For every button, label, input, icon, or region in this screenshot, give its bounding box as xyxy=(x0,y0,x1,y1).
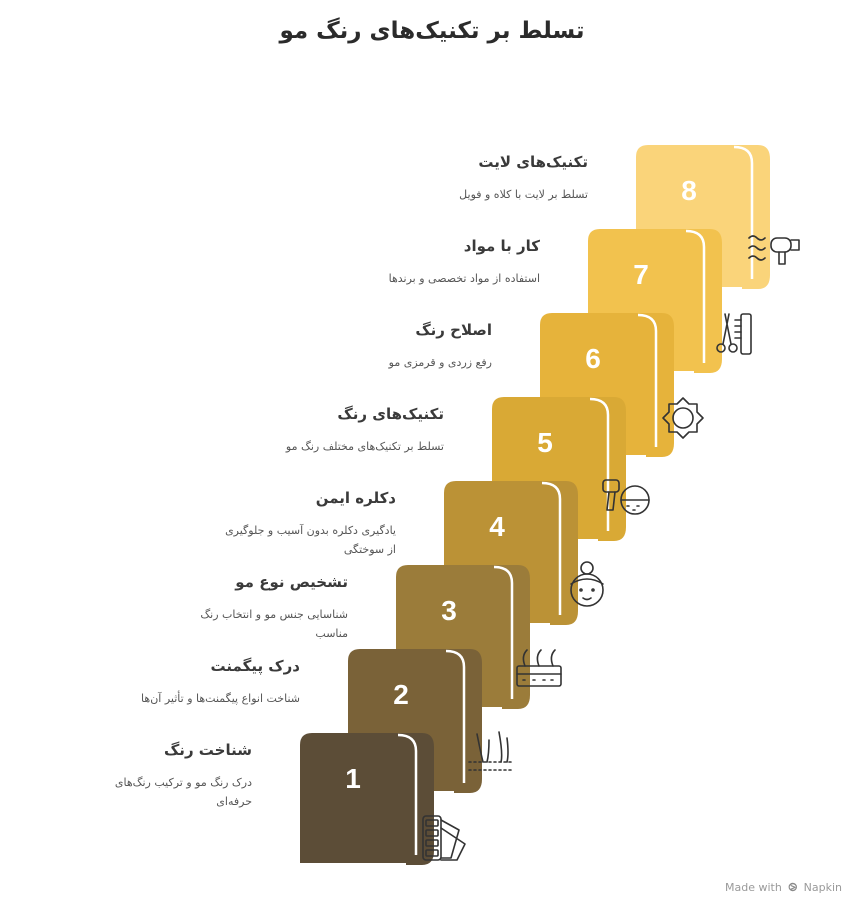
step-curl xyxy=(589,397,610,531)
step-text-1: شناخت رنگ درک رنگ مو و ترکیب رنگ‌های حرفه… xyxy=(52,741,252,811)
step-title: دکلره ایمن xyxy=(315,489,396,507)
step-title: درک پیگمنت xyxy=(210,657,300,675)
step-title: تشخیص نوع مو xyxy=(235,573,348,591)
step-number: 3 xyxy=(441,595,457,626)
step-description: یادگیری دکلره بدون آسیب و جلوگیری از سوخ… xyxy=(225,524,396,556)
step-title: تکنیک‌های رنگ xyxy=(337,405,444,423)
step-title: اصلاح رنگ xyxy=(415,321,492,339)
step-curl xyxy=(685,229,706,363)
step-description: رفع زردی و قرمزی مو xyxy=(388,356,492,369)
step-text-5: تکنیک‌های رنگ تسلط بر تکنیک‌های مختلف رنگ… xyxy=(244,405,444,456)
step-1: 1 xyxy=(300,733,434,865)
step-text-7: کار با مواد استفاده از مواد تخصصی و برنده… xyxy=(340,237,540,288)
made-with-napkin: Made with ⧁ Napkin xyxy=(725,881,842,895)
step-description: شناخت انواع پیگمنت‌ها و تأثیر آن‌ها xyxy=(141,692,300,705)
hair-follicle-icon xyxy=(468,731,514,771)
step-curl xyxy=(445,649,466,783)
hair-dryer-waves-icon xyxy=(748,235,800,265)
hair-dryer-icon xyxy=(602,479,650,515)
step-curl xyxy=(733,145,754,279)
step-description: درک رنگ مو و ترکیب رنگ‌های حرفه‌ای xyxy=(114,776,252,808)
step-text-3: تشخیص نوع مو شناسایی جنس مو و انتخاب رنگ … xyxy=(148,573,348,643)
step-number: 2 xyxy=(393,679,409,710)
step-curl xyxy=(397,733,418,855)
step-number: 4 xyxy=(489,511,505,542)
page-title: تسلط بر تکنیک‌های رنگ مو xyxy=(279,18,585,44)
step-title: شناخت رنگ xyxy=(163,741,252,759)
made-with-label: Made with xyxy=(725,881,782,894)
step-number: 5 xyxy=(537,427,553,458)
brand-name: Napkin xyxy=(803,881,842,894)
step-number: 8 xyxy=(681,175,697,206)
step-number: 7 xyxy=(633,259,649,290)
woman-face-icon xyxy=(570,561,604,607)
step-title: کار با مواد xyxy=(463,237,540,255)
color-swatch-icon xyxy=(422,815,466,861)
scissors-comb-icon xyxy=(716,313,752,355)
scalp-hair-icon xyxy=(516,649,562,687)
step-text-4: دکلره ایمن یادگیری دکلره بدون آسیب و جلوگ… xyxy=(196,489,396,559)
step-number: 1 xyxy=(345,763,361,794)
step-title: تکنیک‌های لایت xyxy=(478,153,588,171)
step-text-6: اصلاح رنگ رفع زردی و قرمزی مو xyxy=(292,321,492,372)
step-block xyxy=(300,733,434,865)
step-curl xyxy=(541,481,562,615)
step-curl xyxy=(637,313,658,447)
step-text-8: تکنیک‌های لایت تسلط بر لایت با کلاه و فوی… xyxy=(388,153,588,204)
step-text-2: درک پیگمنت شناخت انواع پیگمنت‌ها و تأثیر … xyxy=(100,657,300,708)
step-description: شناسایی جنس مو و انتخاب رنگ مناسب xyxy=(200,608,348,640)
step-number: 6 xyxy=(585,343,601,374)
napkin-logo-icon: ⧁ xyxy=(788,881,798,894)
step-description: تسلط بر تکنیک‌های مختلف رنگ مو xyxy=(285,440,444,453)
sun-icon xyxy=(662,397,704,439)
step-curl xyxy=(493,565,514,699)
step-description: استفاده از مواد تخصصی و برندها xyxy=(388,272,540,285)
step-description: تسلط بر لایت با کلاه و فویل xyxy=(459,188,588,201)
